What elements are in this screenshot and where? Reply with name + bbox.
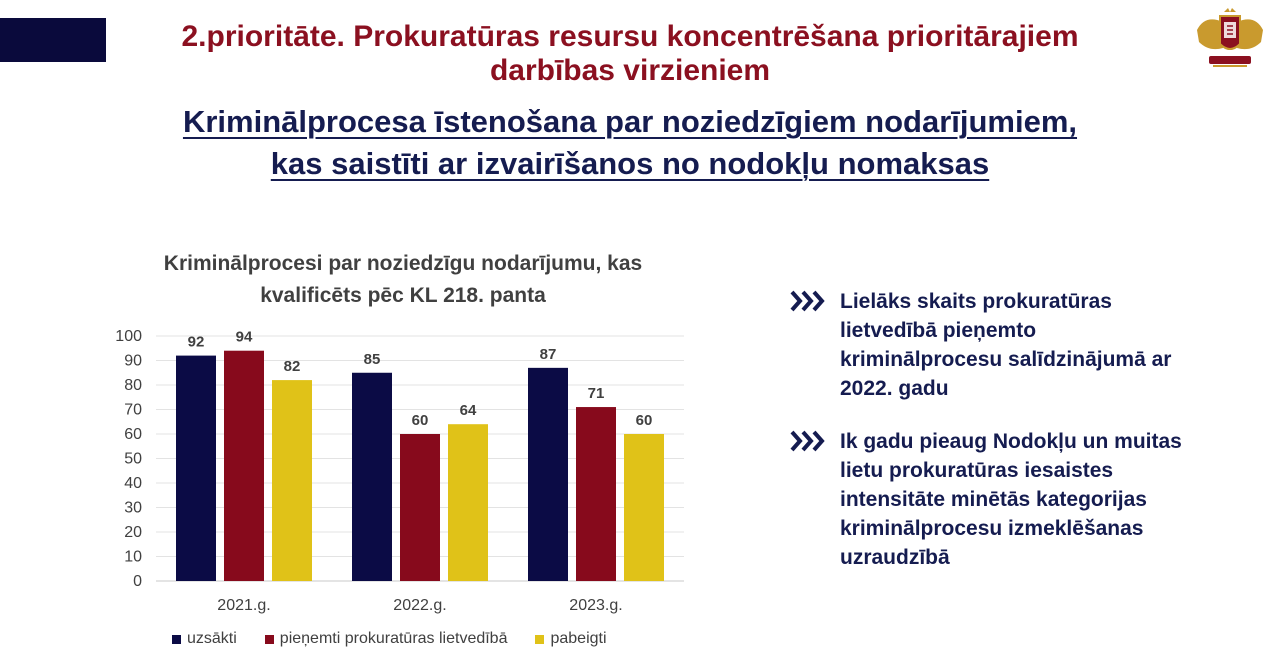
legend-swatch [172, 634, 181, 644]
data-label: 60 [636, 412, 653, 429]
chart-title-line-1: Kriminālprocesi par noziedzīgu nodarījum… [163, 252, 643, 275]
page-title-line-1: 2.prioritāte. Prokuratūras resursu konce… [181, 20, 1079, 53]
chart-legend: uzsākti pieņemti prokuratūras lietvedībā p… [172, 630, 607, 648]
y-tick-label: 100 [115, 328, 142, 345]
legend-swatch [535, 634, 545, 644]
y-tick-label: 0 [133, 573, 142, 590]
bar [400, 434, 440, 581]
bar [576, 407, 616, 581]
page-subtitle-line-2: kas saistīti ar izvairīšanos no nodokļu … [270, 146, 990, 181]
x-tick-label: 2021.g. [217, 597, 270, 614]
bullet-item: Lielāks skaits prokuratūras lietvedībā p… [790, 287, 1270, 403]
bullet-item: Ik gadu pieaug Nodokļu un muitas lietu p… [790, 427, 1270, 572]
page-title-line-2: darbības virzieniem [489, 54, 771, 87]
data-label: 82 [284, 358, 301, 375]
legend-item: pieņemti prokuratūras lietvedībā [264, 630, 508, 648]
y-tick-label: 40 [124, 475, 142, 492]
bar [352, 372, 392, 581]
page-title: 2.prioritāte. Prokuratūras resursu konce… [110, 20, 1150, 88]
bar [448, 424, 488, 581]
double-chevron-right-icon [790, 287, 840, 403]
bullet-list: Lielāks skaits prokuratūras lietvedībā p… [790, 287, 1270, 596]
y-tick-label: 60 [124, 426, 142, 443]
legend-swatch [264, 634, 274, 644]
y-tick-label: 10 [124, 549, 142, 566]
x-tick-label: 2022.g. [393, 597, 446, 614]
data-label: 60 [412, 412, 429, 429]
y-tick-label: 80 [124, 377, 142, 394]
data-label: 64 [460, 402, 477, 419]
prosecutor-crest-icon [1193, 8, 1267, 70]
header-accent-bar [0, 18, 106, 62]
data-label: 85 [364, 351, 381, 368]
bar [624, 434, 664, 581]
data-label: 87 [540, 346, 557, 363]
y-tick-label: 70 [124, 402, 142, 419]
data-label: 71 [588, 385, 605, 402]
bar [176, 355, 216, 581]
page-subtitle-line-1: Kriminālprocesa īstenošana par noziedzīg… [182, 104, 1078, 139]
legend-item: uzsākti [172, 630, 237, 648]
legend-label: pabeigti [550, 630, 607, 647]
bar [272, 380, 312, 581]
y-tick-label: 50 [124, 451, 142, 468]
double-chevron-right-icon [790, 427, 840, 572]
chart-title: Kriminālprocesi par noziedzīgu nodarījum… [108, 248, 698, 312]
legend-item: pabeigti [535, 630, 607, 648]
chart-title-line-2: kvalificēts pēc KL 218. panta [260, 284, 546, 307]
bar [528, 367, 568, 581]
bar-chart: 0 10 20 30 40 50 60 70 80 90 100 92 94 82 2021.g. 85 60 6… [115, 328, 684, 614]
x-tick-label: 2023.g. [569, 597, 622, 614]
bullet-text: Ik gadu pieaug Nodokļu un muitas lietu p… [840, 430, 1182, 569]
y-tick-label: 20 [124, 524, 142, 541]
page-subtitle: Kriminālprocesa īstenošana par noziedzīg… [110, 101, 1150, 185]
data-label: 94 [236, 329, 253, 346]
legend-label: uzsākti [187, 630, 237, 647]
data-label: 92 [188, 334, 205, 351]
y-tick-label: 90 [124, 353, 142, 370]
legend-label: pieņemti prokuratūras lietvedībā [279, 630, 508, 647]
bullet-text: Lielāks skaits prokuratūras lietvedībā p… [840, 290, 1172, 400]
y-tick-label: 30 [124, 500, 142, 517]
bar [224, 350, 264, 581]
